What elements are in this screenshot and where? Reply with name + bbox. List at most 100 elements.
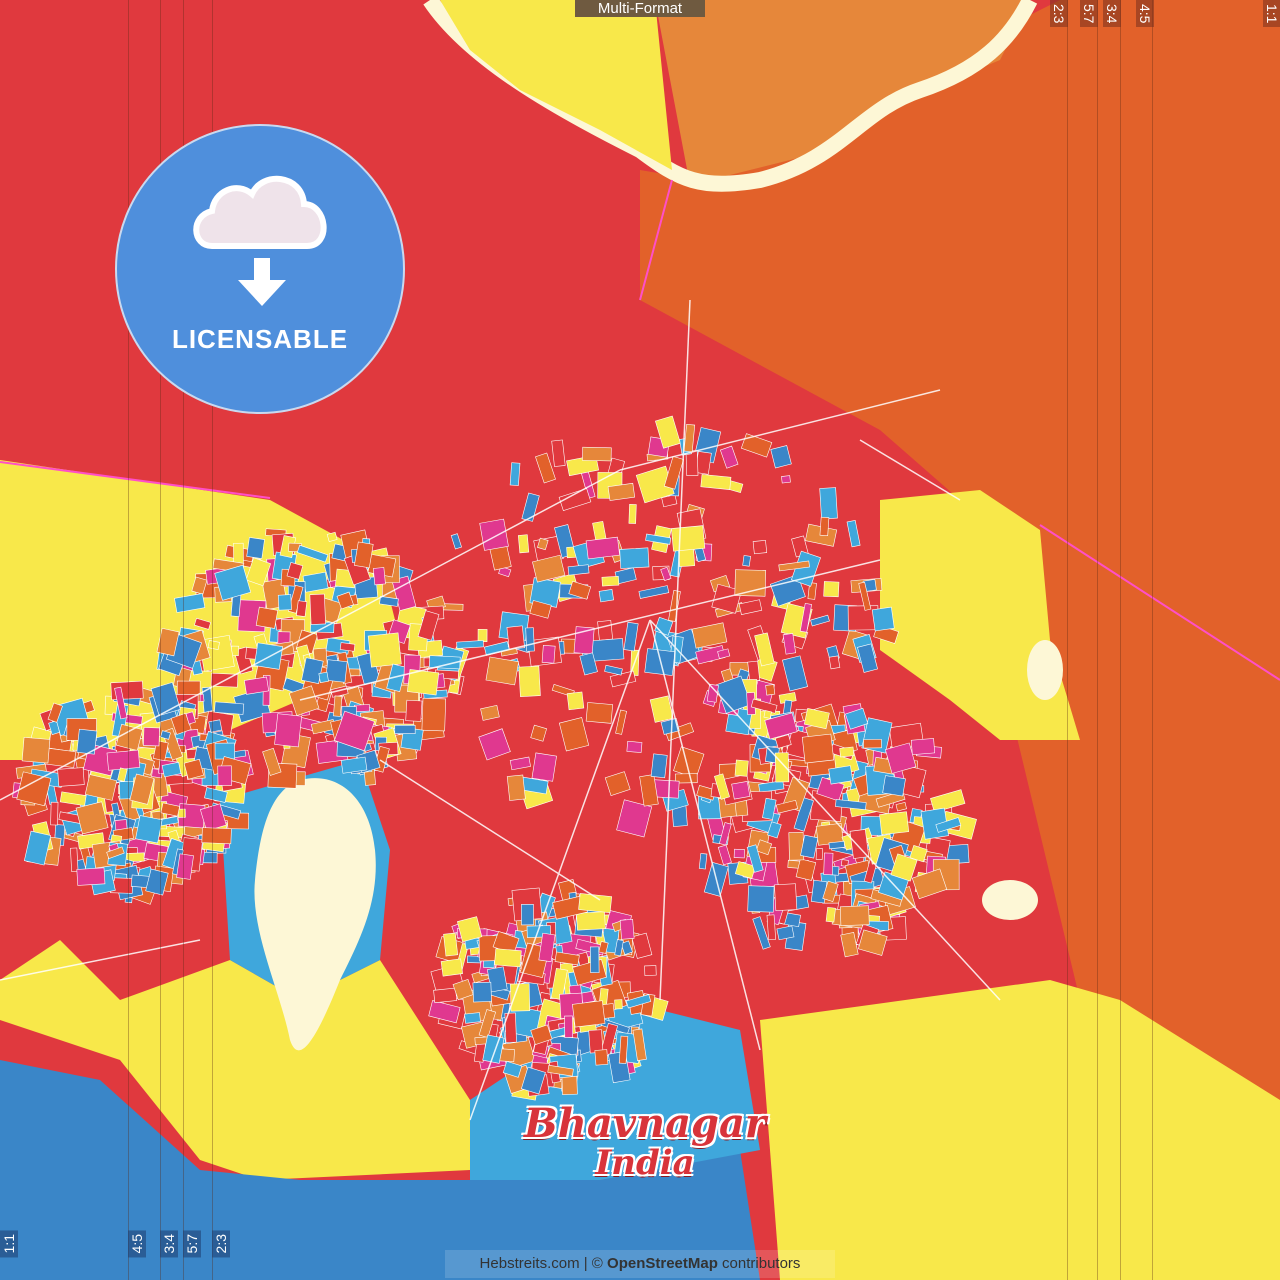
city-block (566, 691, 585, 711)
city-block (287, 584, 304, 614)
ratio-label-top: 1:1 (1263, 0, 1280, 28)
city-block (742, 555, 751, 567)
city-block (277, 594, 292, 611)
city-block (541, 644, 556, 664)
ratio-label-bottom: 4:5 (128, 1230, 146, 1258)
city-block (585, 536, 620, 560)
city-block (530, 724, 548, 742)
city-block (558, 717, 590, 752)
city-block (754, 632, 775, 667)
city-block (480, 704, 500, 721)
city-block (573, 626, 595, 655)
city-block (738, 599, 763, 615)
city-block (740, 433, 773, 458)
city-block (255, 606, 279, 629)
city-block (509, 756, 531, 771)
city-block (274, 713, 302, 748)
ratio-label-top: 3:4 (1103, 0, 1121, 28)
city-block (746, 844, 764, 873)
city-block (822, 880, 839, 902)
city-block (456, 916, 483, 943)
city-block (775, 799, 799, 814)
city-block (521, 904, 534, 926)
city-block (160, 802, 180, 817)
city-block (776, 925, 795, 941)
city-block (774, 883, 798, 912)
city-block (638, 585, 670, 599)
city-block (214, 701, 245, 715)
city-block (433, 987, 458, 1004)
city-block (160, 730, 171, 740)
city-block (394, 724, 416, 734)
city-block (486, 966, 508, 993)
city-block (717, 844, 732, 866)
lake (254, 778, 376, 1051)
city-block (354, 541, 374, 569)
city-block (302, 571, 329, 593)
city-block (450, 533, 462, 550)
city-block (619, 547, 650, 569)
city-block (532, 554, 566, 583)
city-block (506, 774, 526, 801)
licensable-badge[interactable]: LICENSABLE (115, 124, 405, 414)
light-blue-south-region (470, 1000, 760, 1180)
city-block (309, 593, 326, 625)
city-block (858, 581, 872, 611)
city-block (799, 602, 812, 633)
city-block (518, 665, 541, 697)
city-block (301, 657, 324, 685)
city-block (800, 834, 819, 859)
city-block (661, 494, 678, 508)
city-block (551, 439, 566, 467)
city-block (801, 733, 835, 764)
city-block (579, 652, 598, 676)
city-block (628, 504, 637, 524)
city-block (135, 815, 163, 844)
city-block (598, 589, 614, 603)
city-block (614, 999, 623, 1010)
city-block (440, 958, 463, 977)
city-block (823, 581, 840, 598)
attribution-site[interactable]: Hebstreits.com (479, 1255, 580, 1272)
yellow-southeast-region (760, 980, 1280, 1280)
attribution-osm-link[interactable]: OpenStreetMap (607, 1255, 718, 1272)
city-block (734, 569, 767, 597)
city-block (517, 534, 530, 554)
city-block (386, 663, 407, 692)
city-block (76, 867, 106, 886)
city-block (782, 655, 808, 692)
city-block (623, 621, 639, 652)
city-block (885, 742, 917, 774)
yellow-southwest-region (0, 940, 470, 1180)
city-block (452, 978, 474, 1001)
city-block (770, 445, 792, 469)
city-block (750, 698, 778, 714)
ratio-label-top: 4:5 (1136, 0, 1154, 28)
city-block (336, 591, 354, 610)
city-block (326, 531, 338, 543)
city-block (734, 759, 749, 777)
city-block (663, 455, 684, 490)
city-block (502, 1060, 523, 1078)
crop-guide-line (1120, 0, 1121, 1280)
city-block (719, 822, 732, 846)
city-block (286, 562, 304, 580)
city-block (406, 669, 440, 696)
city-block (810, 614, 830, 627)
city-block (795, 858, 817, 881)
city-block (23, 830, 52, 866)
city-block (428, 1000, 461, 1024)
road (469, 619, 651, 1121)
city-block (774, 734, 792, 749)
city-block (504, 1012, 517, 1043)
attribution-separator: | © (579, 1255, 608, 1272)
blue-south-region (0, 1060, 760, 1280)
city-block (639, 774, 659, 807)
city-block (769, 574, 806, 607)
road (299, 559, 881, 701)
map-title: Bhavnagar India (520, 1100, 770, 1183)
city-block (47, 702, 63, 723)
city-block (334, 710, 375, 752)
city-block (246, 537, 265, 559)
